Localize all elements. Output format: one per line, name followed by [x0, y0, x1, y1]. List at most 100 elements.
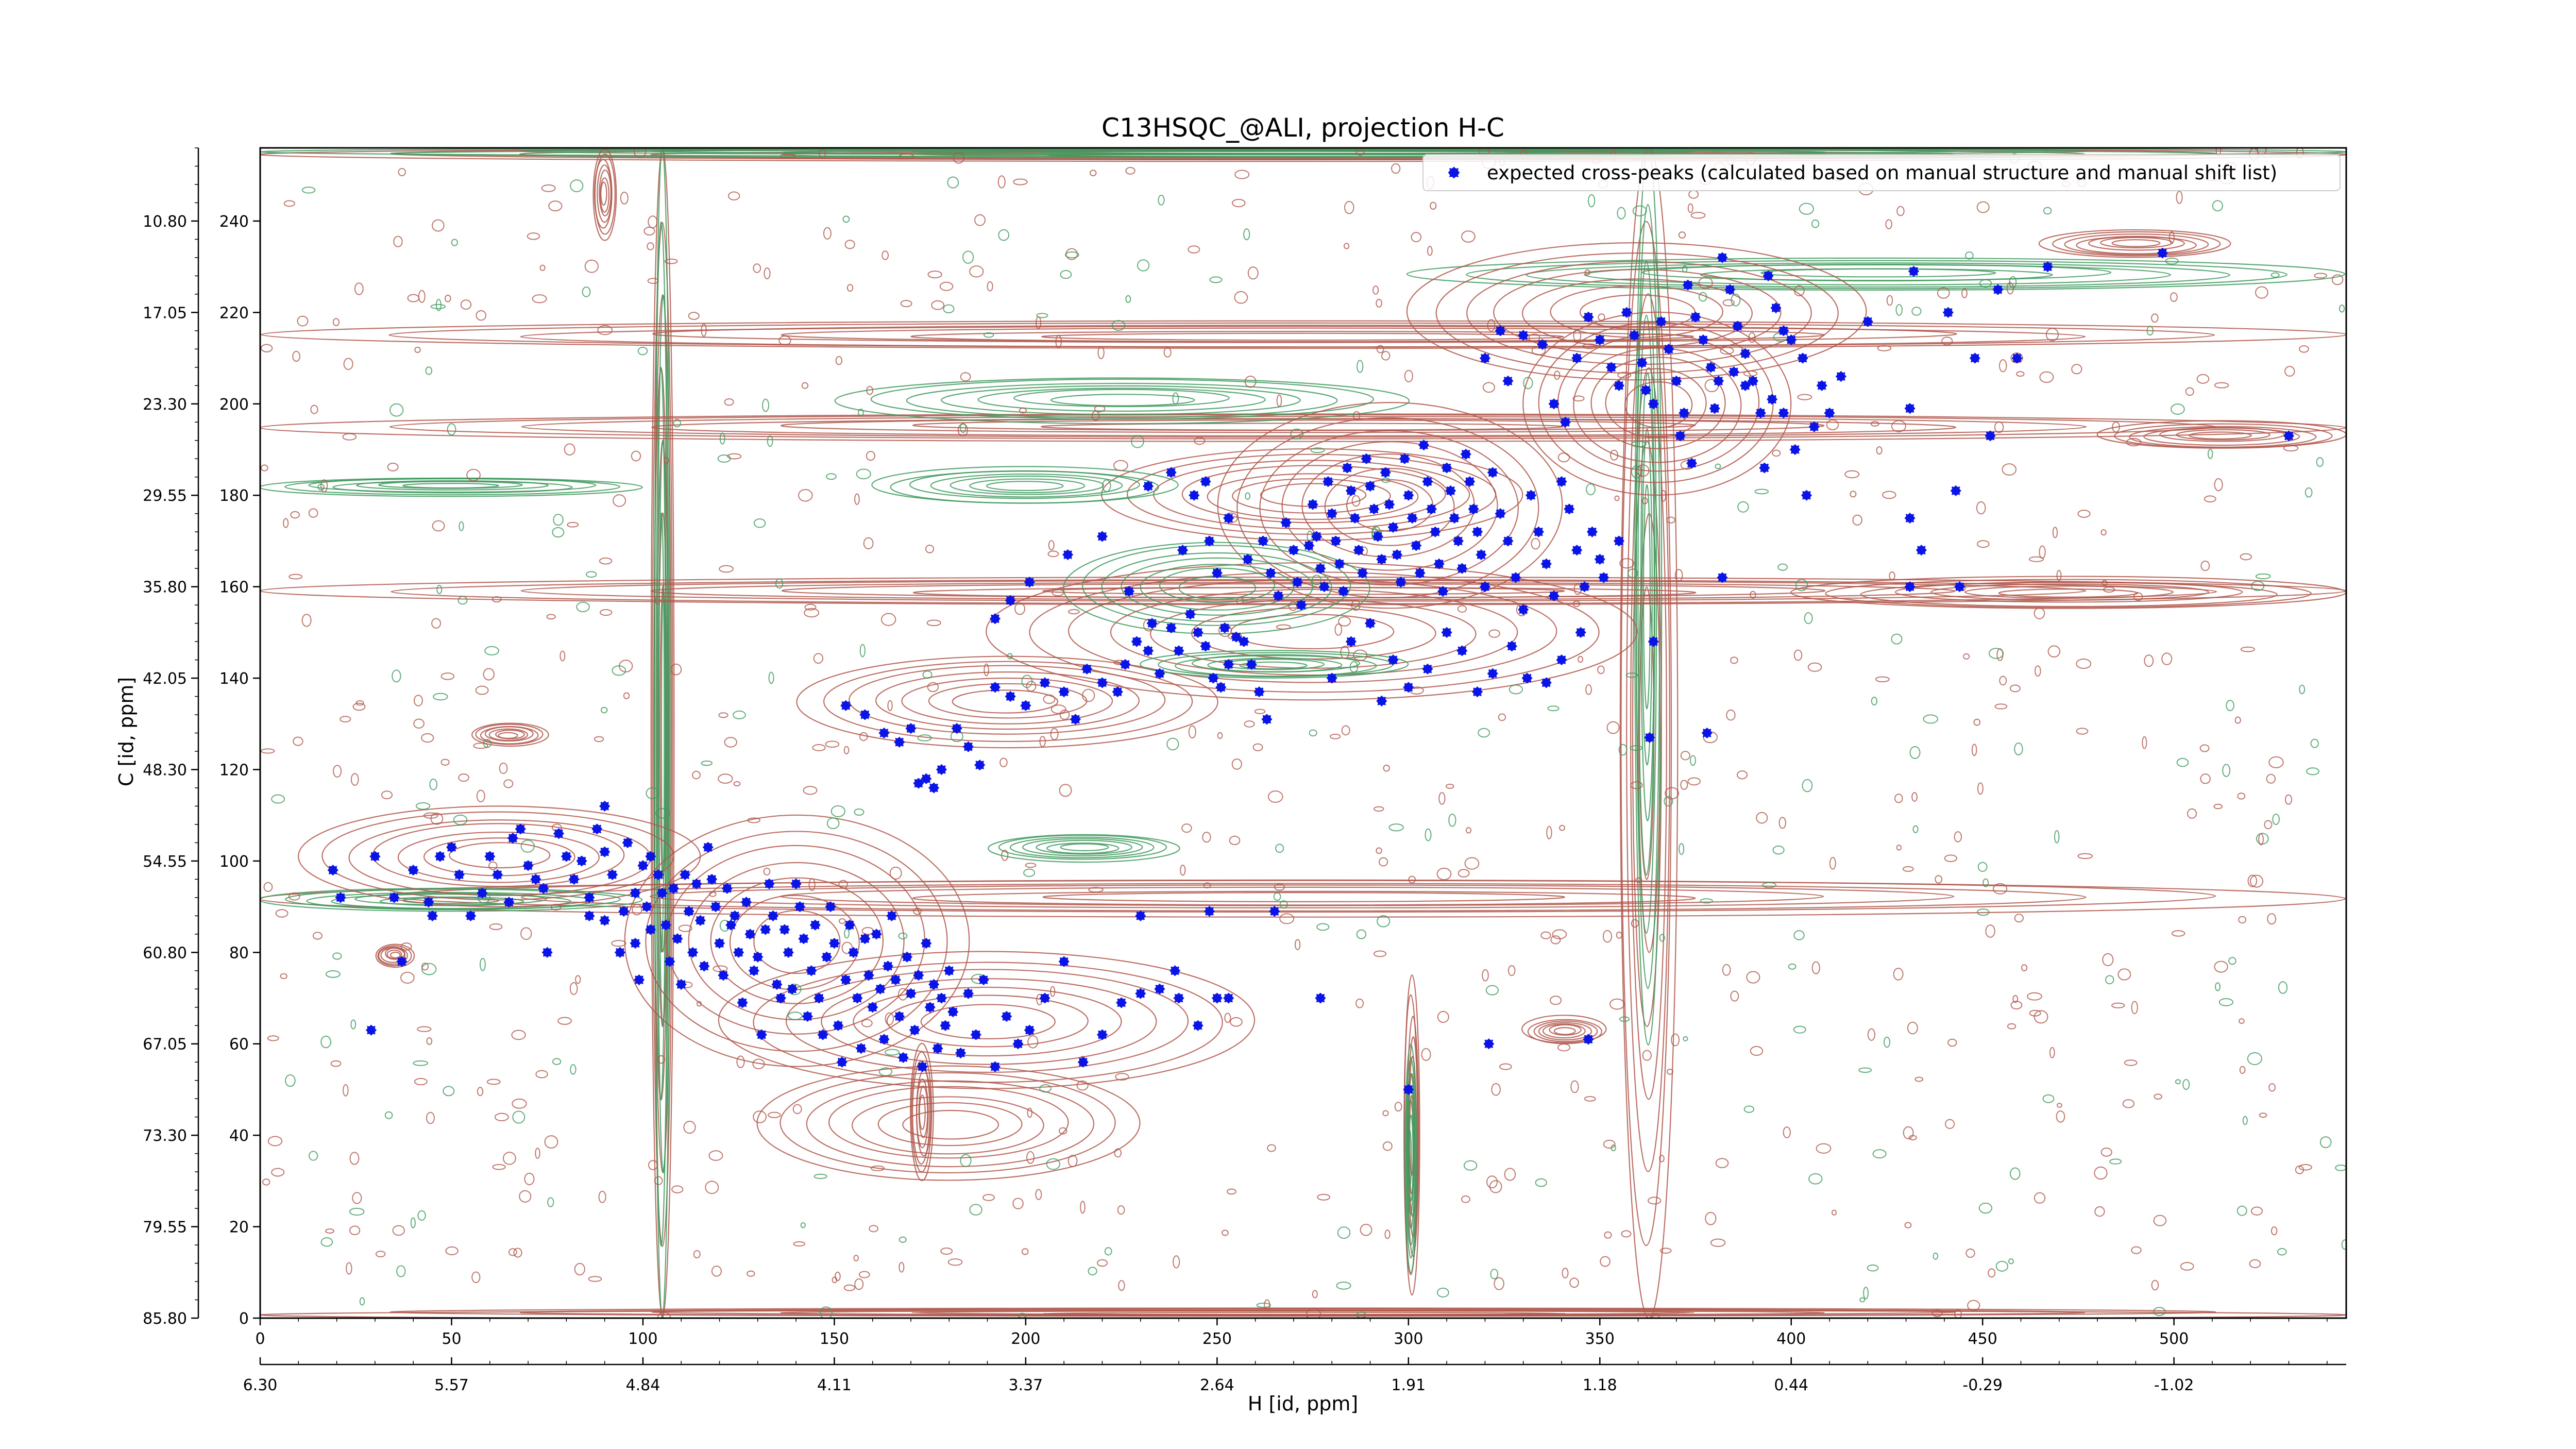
- contour-region-positive: [1406, 242, 1867, 381]
- cross-peak-marker: [446, 842, 457, 853]
- noise-contour: [2012, 995, 2019, 1003]
- noise-contour: [778, 335, 791, 346]
- legend-marker-symbol: [1448, 167, 1460, 178]
- noise-contour: [859, 732, 868, 742]
- cross-peak-marker: [1315, 993, 1326, 1004]
- noise-contour: [612, 665, 626, 676]
- cross-peak-marker: [1456, 645, 1467, 656]
- noise-contour: [859, 644, 866, 658]
- noise-contour: [1060, 269, 1072, 279]
- noise-contour: [1660, 1248, 1672, 1254]
- contour-line: [853, 986, 1122, 1057]
- cross-peak-marker: [1327, 508, 1337, 519]
- contour-line: [912, 890, 1696, 906]
- noise-contour: [2170, 292, 2178, 302]
- noise-contour: [1896, 206, 1905, 216]
- noise-contour: [1528, 333, 1540, 342]
- noise-contour: [838, 918, 846, 924]
- noise-contour: [1275, 844, 1284, 853]
- noise-contour: [899, 1261, 905, 1273]
- noise-contour: [1026, 681, 1037, 692]
- noise-contour: [1597, 665, 1605, 675]
- noise-contour: [2247, 874, 2258, 887]
- cross-peak-marker: [1675, 430, 1686, 441]
- noise-contour: [1027, 1035, 1039, 1049]
- contour-line: [1542, 1023, 1586, 1039]
- cross-peak-marker: [1798, 353, 1808, 364]
- noise-contour: [301, 614, 312, 627]
- noise-contour: [502, 1152, 516, 1165]
- noise-contour: [1889, 571, 1895, 580]
- noise-contour: [309, 1151, 318, 1161]
- cross-peak-marker: [1690, 312, 1701, 323]
- noise-contour: [1557, 1043, 1571, 1052]
- cross-peak-marker: [515, 823, 526, 834]
- noise-contour: [1188, 245, 1200, 254]
- contour-line: [930, 473, 1123, 498]
- noise-contour: [947, 176, 959, 189]
- contour-line: [2189, 431, 2252, 440]
- cross-peak-marker: [1717, 572, 1728, 583]
- contour-line: [1894, 581, 2243, 603]
- x-index-tick-label: 250: [1202, 1330, 1232, 1348]
- noise-contour: [355, 700, 364, 706]
- noise-contour: [512, 1110, 526, 1124]
- noise-contour: [325, 970, 341, 978]
- noise-contour: [1058, 1127, 1067, 1135]
- contour-line: [756, 1065, 1141, 1181]
- noise-contour: [1276, 624, 1291, 630]
- y-index-tick-label: 20: [229, 1219, 249, 1237]
- noise-contour: [1021, 1248, 1029, 1255]
- cross-peak-marker: [699, 961, 709, 971]
- noise-contour: [1276, 394, 1282, 407]
- noise-contour: [280, 973, 287, 980]
- noise-contour: [1381, 351, 1391, 361]
- noise-contour: [1023, 868, 1036, 877]
- cross-peak-marker: [1005, 691, 1016, 702]
- cross-peak-marker: [1468, 503, 1479, 514]
- noise-contour: [2100, 1148, 2112, 1157]
- noise-contour: [1231, 759, 1242, 770]
- cross-peak-marker: [1614, 380, 1624, 391]
- noise-contour: [519, 1190, 532, 1203]
- noise-contour: [567, 521, 579, 528]
- cross-peak-marker: [1809, 422, 1820, 432]
- noise-contour: [1274, 883, 1285, 891]
- noise-contour: [2076, 659, 2092, 669]
- contour-line: [1408, 1130, 1412, 1188]
- contour-line: [986, 481, 1064, 492]
- cross-peak-marker: [1124, 586, 1134, 597]
- noise-contour: [1114, 1148, 1122, 1158]
- contour-line: [1642, 484, 1651, 710]
- noise-contour: [1985, 924, 1995, 938]
- contour-line: [385, 947, 405, 960]
- noise-contour: [1334, 623, 1343, 636]
- noise-contour: [1937, 287, 1950, 299]
- y-ppm-tick-label: 73.30: [143, 1127, 187, 1145]
- noise-contour: [708, 1150, 723, 1161]
- cross-peak-marker: [1020, 700, 1031, 711]
- contour-line: [2111, 239, 2161, 247]
- noise-contour: [663, 457, 669, 464]
- cross-peak-marker: [932, 1043, 943, 1054]
- noise-contour: [1886, 295, 1893, 306]
- noise-contour: [2144, 654, 2154, 667]
- cross-peak-marker: [676, 979, 687, 990]
- noise-contour: [1244, 720, 1255, 728]
- noise-contour: [1344, 200, 1354, 214]
- noise-contour: [814, 1173, 827, 1180]
- cross-peak-marker: [1120, 659, 1131, 670]
- noise-contour: [1091, 410, 1100, 422]
- cross-peak-marker: [1399, 453, 1410, 464]
- cross-peak-marker: [1905, 403, 1916, 414]
- cross-peak-marker: [1476, 549, 1486, 560]
- noise-contour: [826, 817, 840, 830]
- cross-peak-marker: [1502, 376, 1513, 386]
- x-ppm-tick-label: 3.37: [1008, 1376, 1043, 1394]
- cross-peak-marker: [1556, 654, 1567, 665]
- cross-peak-marker: [1365, 618, 1376, 629]
- noise-contour: [2176, 191, 2183, 204]
- noise-contour: [1458, 869, 1470, 878]
- cross-peak-marker: [1518, 330, 1529, 341]
- noise-contour: [1043, 694, 1056, 704]
